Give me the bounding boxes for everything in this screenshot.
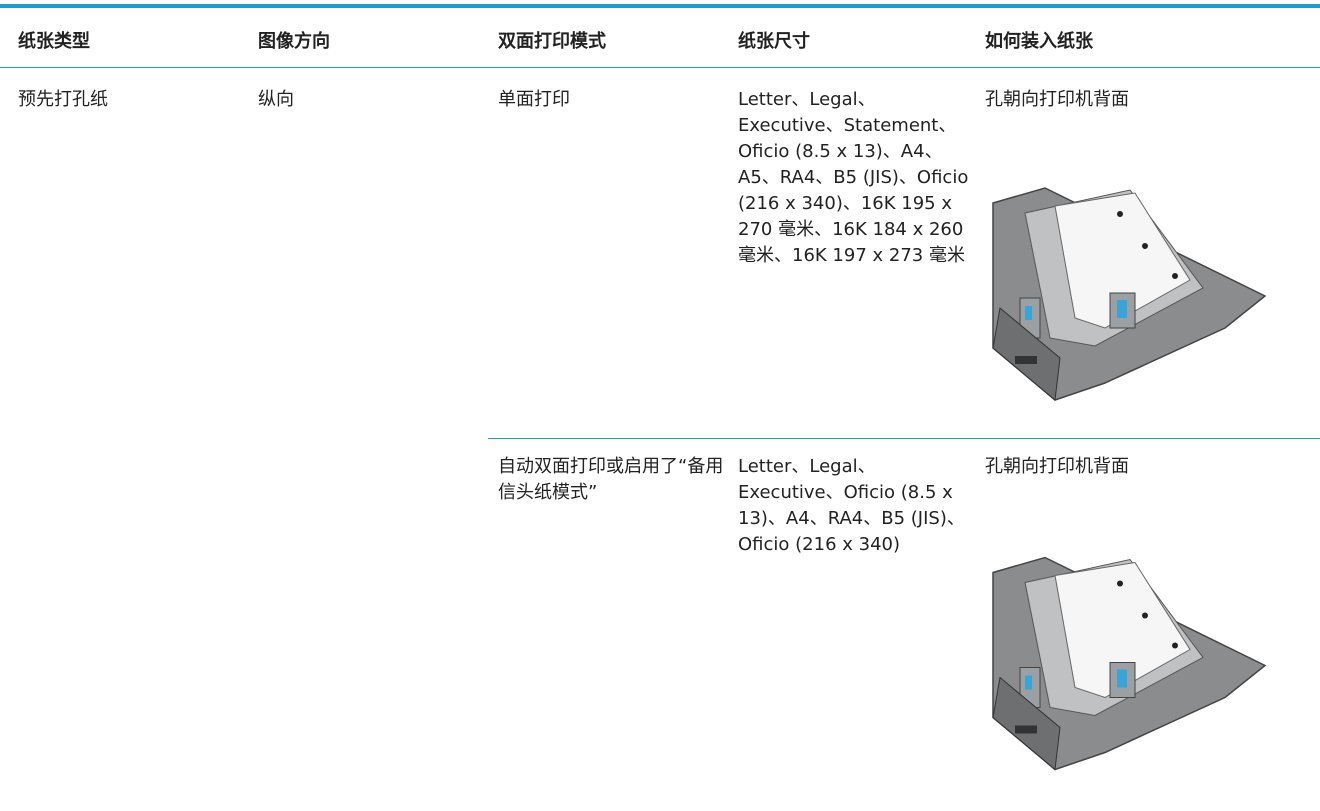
header-rule xyxy=(0,67,1320,68)
header-cell: 纸张尺寸 xyxy=(738,31,810,52)
tray-illustration xyxy=(992,556,1267,771)
cell: 自动双面打印或启用了“备用信头纸模式” xyxy=(498,456,724,503)
tray-illustration xyxy=(992,187,1267,401)
cell: 孔朝向打印机背面 xyxy=(985,456,1129,477)
header-cell: 双面打印模式 xyxy=(498,31,606,52)
cell: Letter、Legal、Executive、Statement、Oficio … xyxy=(738,89,969,266)
cell: 纵向 xyxy=(258,89,294,110)
header-cell: 图像方向 xyxy=(258,31,330,52)
header-cell: 如何装入纸张 xyxy=(985,31,1093,52)
cell: 孔朝向打印机背面 xyxy=(985,89,1129,110)
cell: 预先打孔纸 xyxy=(18,89,108,110)
cell: 单面打印 xyxy=(498,89,570,110)
top-rule xyxy=(0,4,1320,8)
row-rule xyxy=(488,438,1320,439)
cell: Letter、Legal、Executive、Oficio (8.5 x 13)… xyxy=(738,456,965,555)
header-cell: 纸张类型 xyxy=(18,31,90,52)
